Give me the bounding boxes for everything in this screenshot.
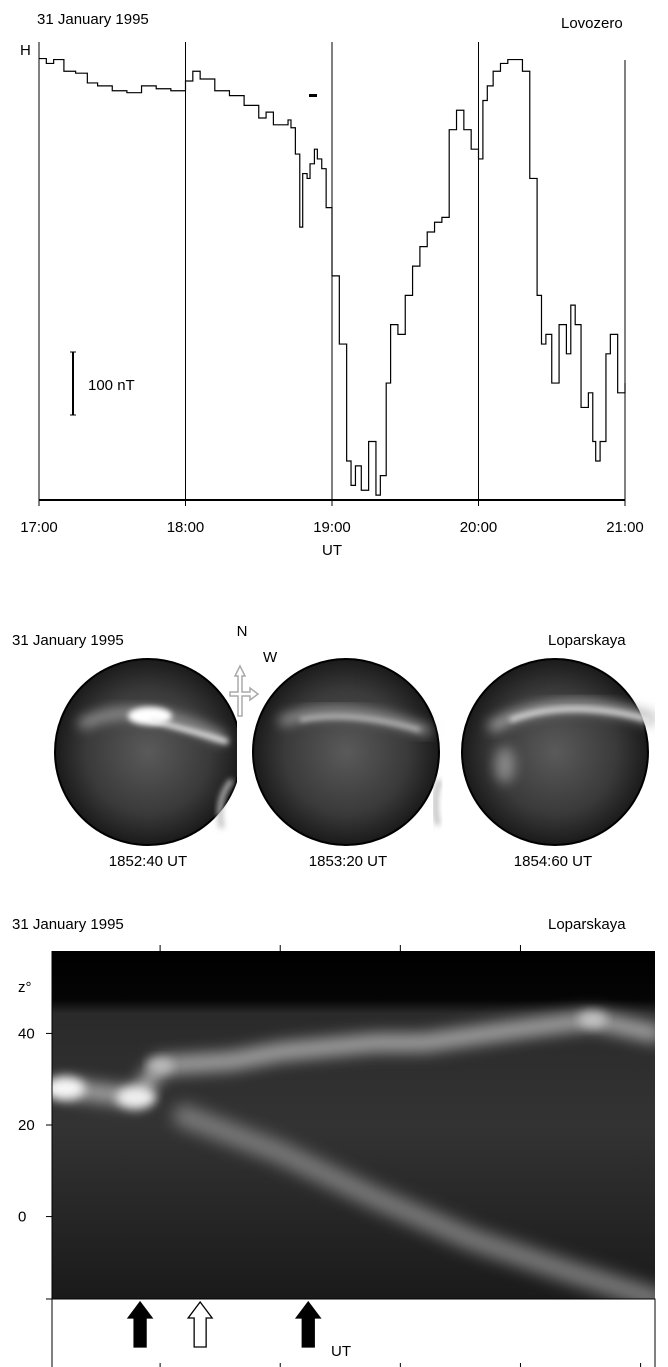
allsky-image-3 [461, 658, 655, 846]
panel1-xtick-label: 17:00 [20, 519, 58, 536]
allsky-time-1: 1852:40 UT [109, 853, 187, 870]
panel3-date: 31 January 1995 [12, 916, 124, 933]
panel1-ylabel: H [20, 42, 31, 59]
keogram-bright-spot [146, 1058, 174, 1073]
keogram-strip [51, 1298, 656, 1367]
panel1-xtick-label: 21:00 [606, 519, 644, 536]
compass-west: W [263, 649, 278, 666]
open-arrow-icon [186, 1300, 214, 1348]
allsky-panel: N W 1852:40 UT 1853:20 UT 1854:60 UT [54, 623, 655, 870]
keogram-aurora-band-2 [173, 1104, 655, 1299]
allsky-image-2 [252, 658, 442, 846]
panel1-xtick-label: 18:00 [167, 519, 205, 536]
compass-north: N [237, 623, 248, 640]
panel1-station: Lovozero [561, 15, 623, 32]
allsky-image-1 [54, 658, 237, 846]
keogram-bright-spot [116, 1086, 156, 1109]
keogram-bright-spot [52, 1076, 85, 1100]
keogram-ytick-label: 20 [18, 1117, 35, 1134]
keogram-background [52, 951, 655, 1299]
panel1-xtick-label: 19:00 [313, 519, 351, 536]
magnetogram-chart: H 100 nT 17:00 18:00 19:00 20:00 21:00 UT [20, 42, 644, 559]
panel1-xtick-label: 20:00 [460, 519, 498, 536]
panel3-station: Loparskaya [548, 916, 626, 933]
panel2-station: Loparskaya [548, 632, 626, 649]
allsky-time-3: 1854:60 UT [514, 853, 592, 870]
filled-arrow-icon [126, 1300, 154, 1348]
magnetogram-series-line [39, 57, 626, 496]
keogram-aurora-band-1 [56, 1011, 655, 1107]
compass-arrows-icon [229, 664, 260, 717]
filled-arrow-icon [294, 1300, 322, 1348]
panel1-marker-dash [309, 94, 317, 97]
keogram-ytick-label: 40 [18, 1025, 35, 1042]
panel2-date: 31 January 1995 [12, 632, 124, 649]
allsky-time-2: 1853:20 UT [309, 853, 387, 870]
keogram-ytick-label: 0 [18, 1209, 26, 1226]
keogram-ylabel: z° [18, 979, 32, 996]
keogram-xlabel-text: UT [331, 1343, 351, 1360]
keogram-bright-spot [578, 1011, 607, 1028]
panel1-xlabel: UT [322, 542, 342, 559]
panel1-scale-label: 100 nT [88, 377, 135, 394]
panel1-date: 31 January 1995 [37, 11, 149, 28]
